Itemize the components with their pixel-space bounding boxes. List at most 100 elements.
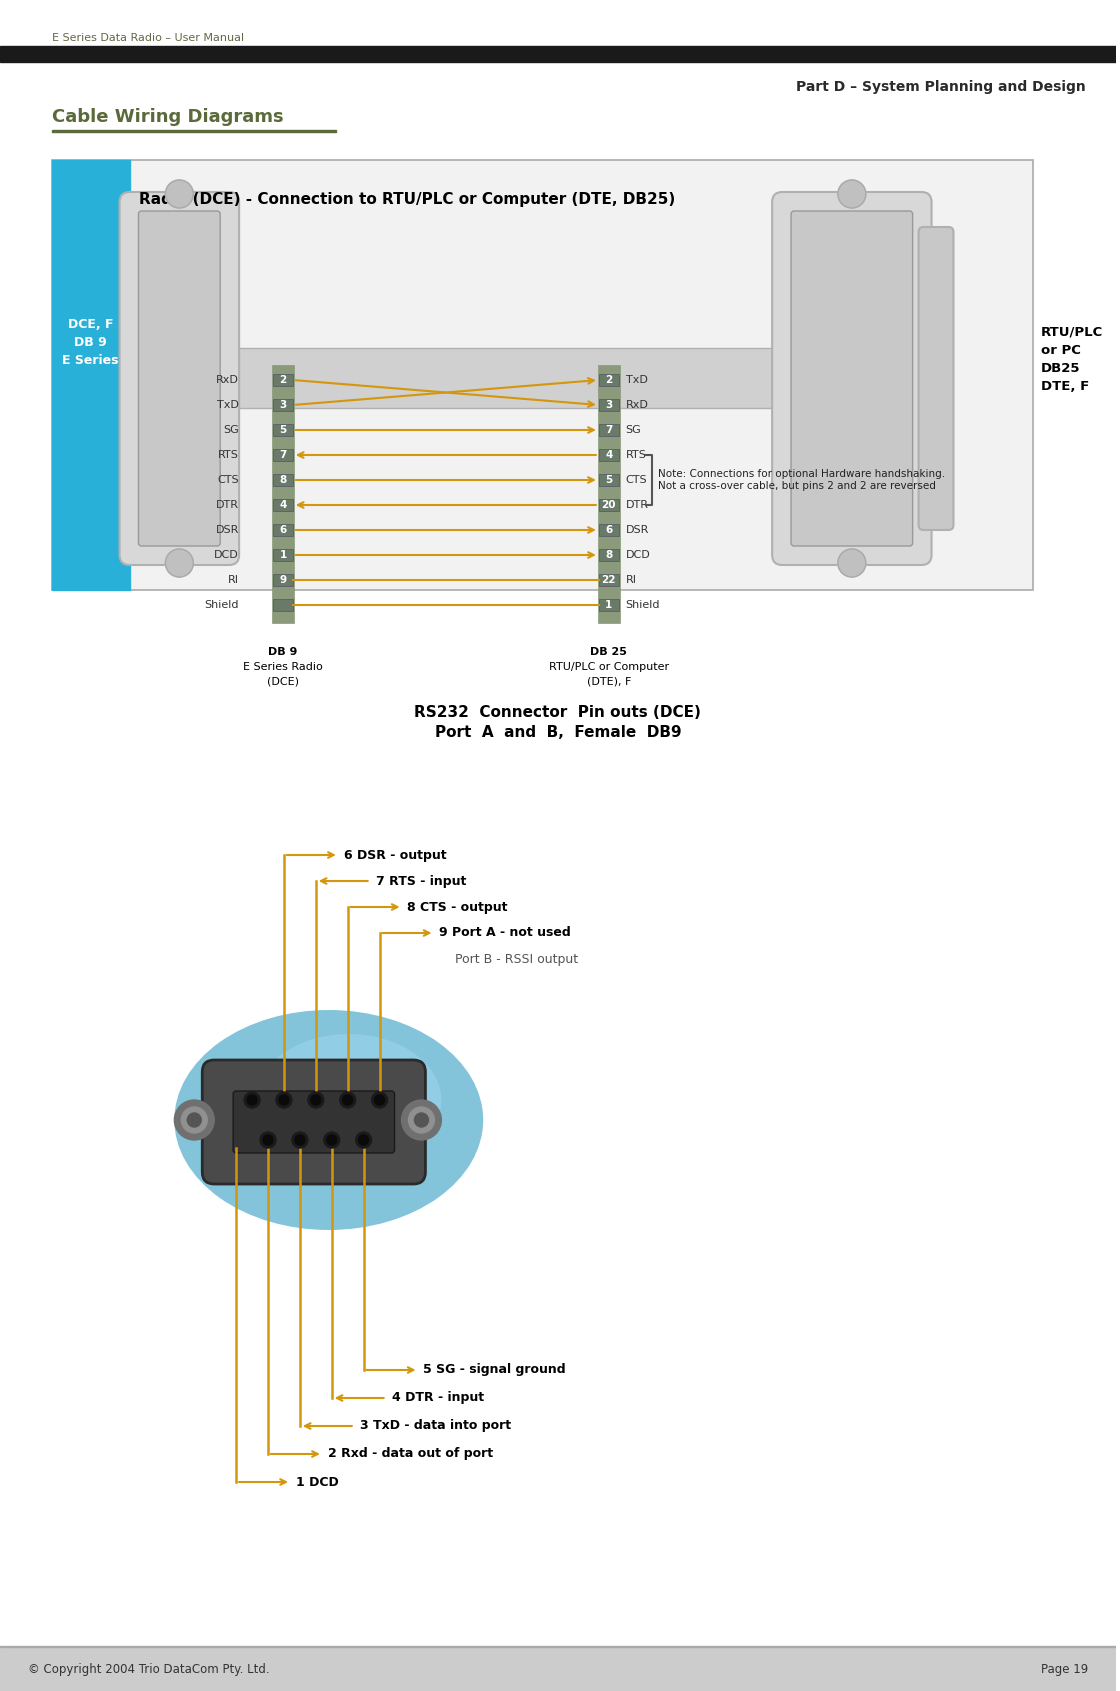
FancyBboxPatch shape bbox=[120, 193, 239, 565]
Circle shape bbox=[263, 1135, 273, 1145]
Bar bbox=[52, 161, 130, 590]
Text: 6 DSR - output: 6 DSR - output bbox=[344, 849, 447, 861]
Bar bbox=[272, 365, 293, 622]
Text: 1: 1 bbox=[279, 550, 287, 560]
Text: Part D – System Planning and Design: Part D – System Planning and Design bbox=[796, 79, 1086, 95]
Text: Shield: Shield bbox=[205, 600, 239, 610]
FancyBboxPatch shape bbox=[139, 211, 221, 546]
Text: Port  A  and  B,  Female  DB9: Port A and B, Female DB9 bbox=[435, 725, 681, 741]
Text: 22: 22 bbox=[601, 575, 616, 585]
Text: Cable Wiring Diagrams: Cable Wiring Diagrams bbox=[52, 108, 283, 127]
Text: 7: 7 bbox=[279, 450, 287, 460]
Text: DB 9: DB 9 bbox=[74, 335, 108, 348]
Text: (DTE), F: (DTE), F bbox=[587, 676, 631, 687]
Text: RI: RI bbox=[626, 575, 636, 585]
Text: Note: Connections for optional Hardware handshaking.
Not a cross-over cable, but: Note: Connections for optional Hardware … bbox=[657, 468, 944, 490]
FancyBboxPatch shape bbox=[599, 399, 618, 411]
Circle shape bbox=[358, 1135, 368, 1145]
Text: DTE, F: DTE, F bbox=[1042, 379, 1090, 392]
FancyBboxPatch shape bbox=[918, 227, 953, 529]
FancyBboxPatch shape bbox=[273, 473, 293, 485]
Text: 4 DTR - input: 4 DTR - input bbox=[392, 1392, 484, 1405]
Circle shape bbox=[166, 179, 194, 208]
Text: Radio (DCE) - Connection to RTU/PLC or Computer (DTE, DB25): Radio (DCE) - Connection to RTU/PLC or C… bbox=[140, 193, 675, 206]
Text: RTU/PLC or Computer: RTU/PLC or Computer bbox=[549, 661, 669, 671]
FancyBboxPatch shape bbox=[791, 211, 913, 546]
Circle shape bbox=[838, 550, 866, 577]
Text: DSR: DSR bbox=[626, 524, 650, 534]
Circle shape bbox=[324, 1131, 339, 1148]
Text: 1 DCD: 1 DCD bbox=[296, 1476, 338, 1488]
Text: 1: 1 bbox=[605, 600, 613, 610]
Text: © Copyright 2004 Trio DataCom Pty. Ltd.: © Copyright 2004 Trio DataCom Pty. Ltd. bbox=[28, 1662, 270, 1676]
Text: TxD: TxD bbox=[217, 401, 239, 409]
Circle shape bbox=[260, 1131, 276, 1148]
Circle shape bbox=[308, 1092, 324, 1108]
Circle shape bbox=[248, 1096, 258, 1104]
Text: Port B - RSSI output: Port B - RSSI output bbox=[439, 952, 579, 966]
FancyBboxPatch shape bbox=[599, 424, 618, 436]
FancyBboxPatch shape bbox=[599, 573, 618, 587]
Text: RxD: RxD bbox=[216, 375, 239, 386]
Text: SG: SG bbox=[626, 424, 642, 435]
FancyBboxPatch shape bbox=[599, 550, 618, 561]
FancyBboxPatch shape bbox=[273, 374, 293, 386]
FancyBboxPatch shape bbox=[599, 473, 618, 485]
Circle shape bbox=[838, 179, 866, 208]
Text: (DCE): (DCE) bbox=[267, 676, 299, 687]
Circle shape bbox=[292, 1131, 308, 1148]
Bar bbox=[598, 365, 619, 622]
Text: RS232  Connector  Pin outs (DCE): RS232 Connector Pin outs (DCE) bbox=[414, 705, 701, 720]
FancyBboxPatch shape bbox=[599, 450, 618, 462]
Circle shape bbox=[356, 1131, 372, 1148]
Text: 3: 3 bbox=[605, 401, 613, 409]
Text: RI: RI bbox=[228, 575, 239, 585]
Text: RTU/PLC: RTU/PLC bbox=[1042, 325, 1103, 338]
Ellipse shape bbox=[175, 1010, 483, 1229]
Text: 2: 2 bbox=[279, 375, 287, 386]
FancyBboxPatch shape bbox=[233, 1091, 394, 1153]
Text: 7: 7 bbox=[605, 424, 613, 435]
Text: DTR: DTR bbox=[216, 501, 239, 511]
FancyBboxPatch shape bbox=[273, 599, 293, 610]
Circle shape bbox=[295, 1135, 305, 1145]
Circle shape bbox=[181, 1108, 207, 1133]
Text: CTS: CTS bbox=[217, 475, 239, 485]
Circle shape bbox=[343, 1096, 353, 1104]
FancyBboxPatch shape bbox=[273, 399, 293, 411]
Ellipse shape bbox=[256, 1033, 441, 1167]
Text: CTS: CTS bbox=[626, 475, 647, 485]
Text: DTR: DTR bbox=[626, 501, 648, 511]
Circle shape bbox=[339, 1092, 356, 1108]
Text: 4: 4 bbox=[279, 501, 287, 511]
Text: 3: 3 bbox=[279, 401, 287, 409]
Text: DB 9: DB 9 bbox=[269, 648, 298, 658]
Circle shape bbox=[401, 1101, 441, 1140]
Text: RxD: RxD bbox=[626, 401, 648, 409]
Text: DB 25: DB 25 bbox=[590, 648, 627, 658]
Text: E Series: E Series bbox=[63, 353, 119, 367]
Bar bbox=[52, 130, 336, 132]
Text: 2 Rxd - data out of port: 2 Rxd - data out of port bbox=[328, 1447, 493, 1461]
Circle shape bbox=[311, 1096, 320, 1104]
Text: DSR: DSR bbox=[216, 524, 239, 534]
Text: DCD: DCD bbox=[626, 550, 651, 560]
Circle shape bbox=[279, 1096, 289, 1104]
FancyBboxPatch shape bbox=[273, 424, 293, 436]
Text: 5: 5 bbox=[605, 475, 613, 485]
Text: 20: 20 bbox=[601, 501, 616, 511]
Text: 7 RTS - input: 7 RTS - input bbox=[375, 874, 466, 888]
FancyBboxPatch shape bbox=[599, 374, 618, 386]
Text: 8 CTS - output: 8 CTS - output bbox=[408, 901, 508, 913]
FancyBboxPatch shape bbox=[772, 193, 932, 565]
FancyBboxPatch shape bbox=[52, 161, 1033, 590]
Text: 8: 8 bbox=[605, 550, 613, 560]
Circle shape bbox=[372, 1092, 388, 1108]
Text: E Series Data Radio – User Manual: E Series Data Radio – User Manual bbox=[52, 34, 244, 42]
Circle shape bbox=[327, 1135, 337, 1145]
Circle shape bbox=[374, 1096, 384, 1104]
Text: SG: SG bbox=[223, 424, 239, 435]
Circle shape bbox=[244, 1092, 260, 1108]
Circle shape bbox=[414, 1113, 429, 1126]
FancyBboxPatch shape bbox=[230, 348, 787, 409]
